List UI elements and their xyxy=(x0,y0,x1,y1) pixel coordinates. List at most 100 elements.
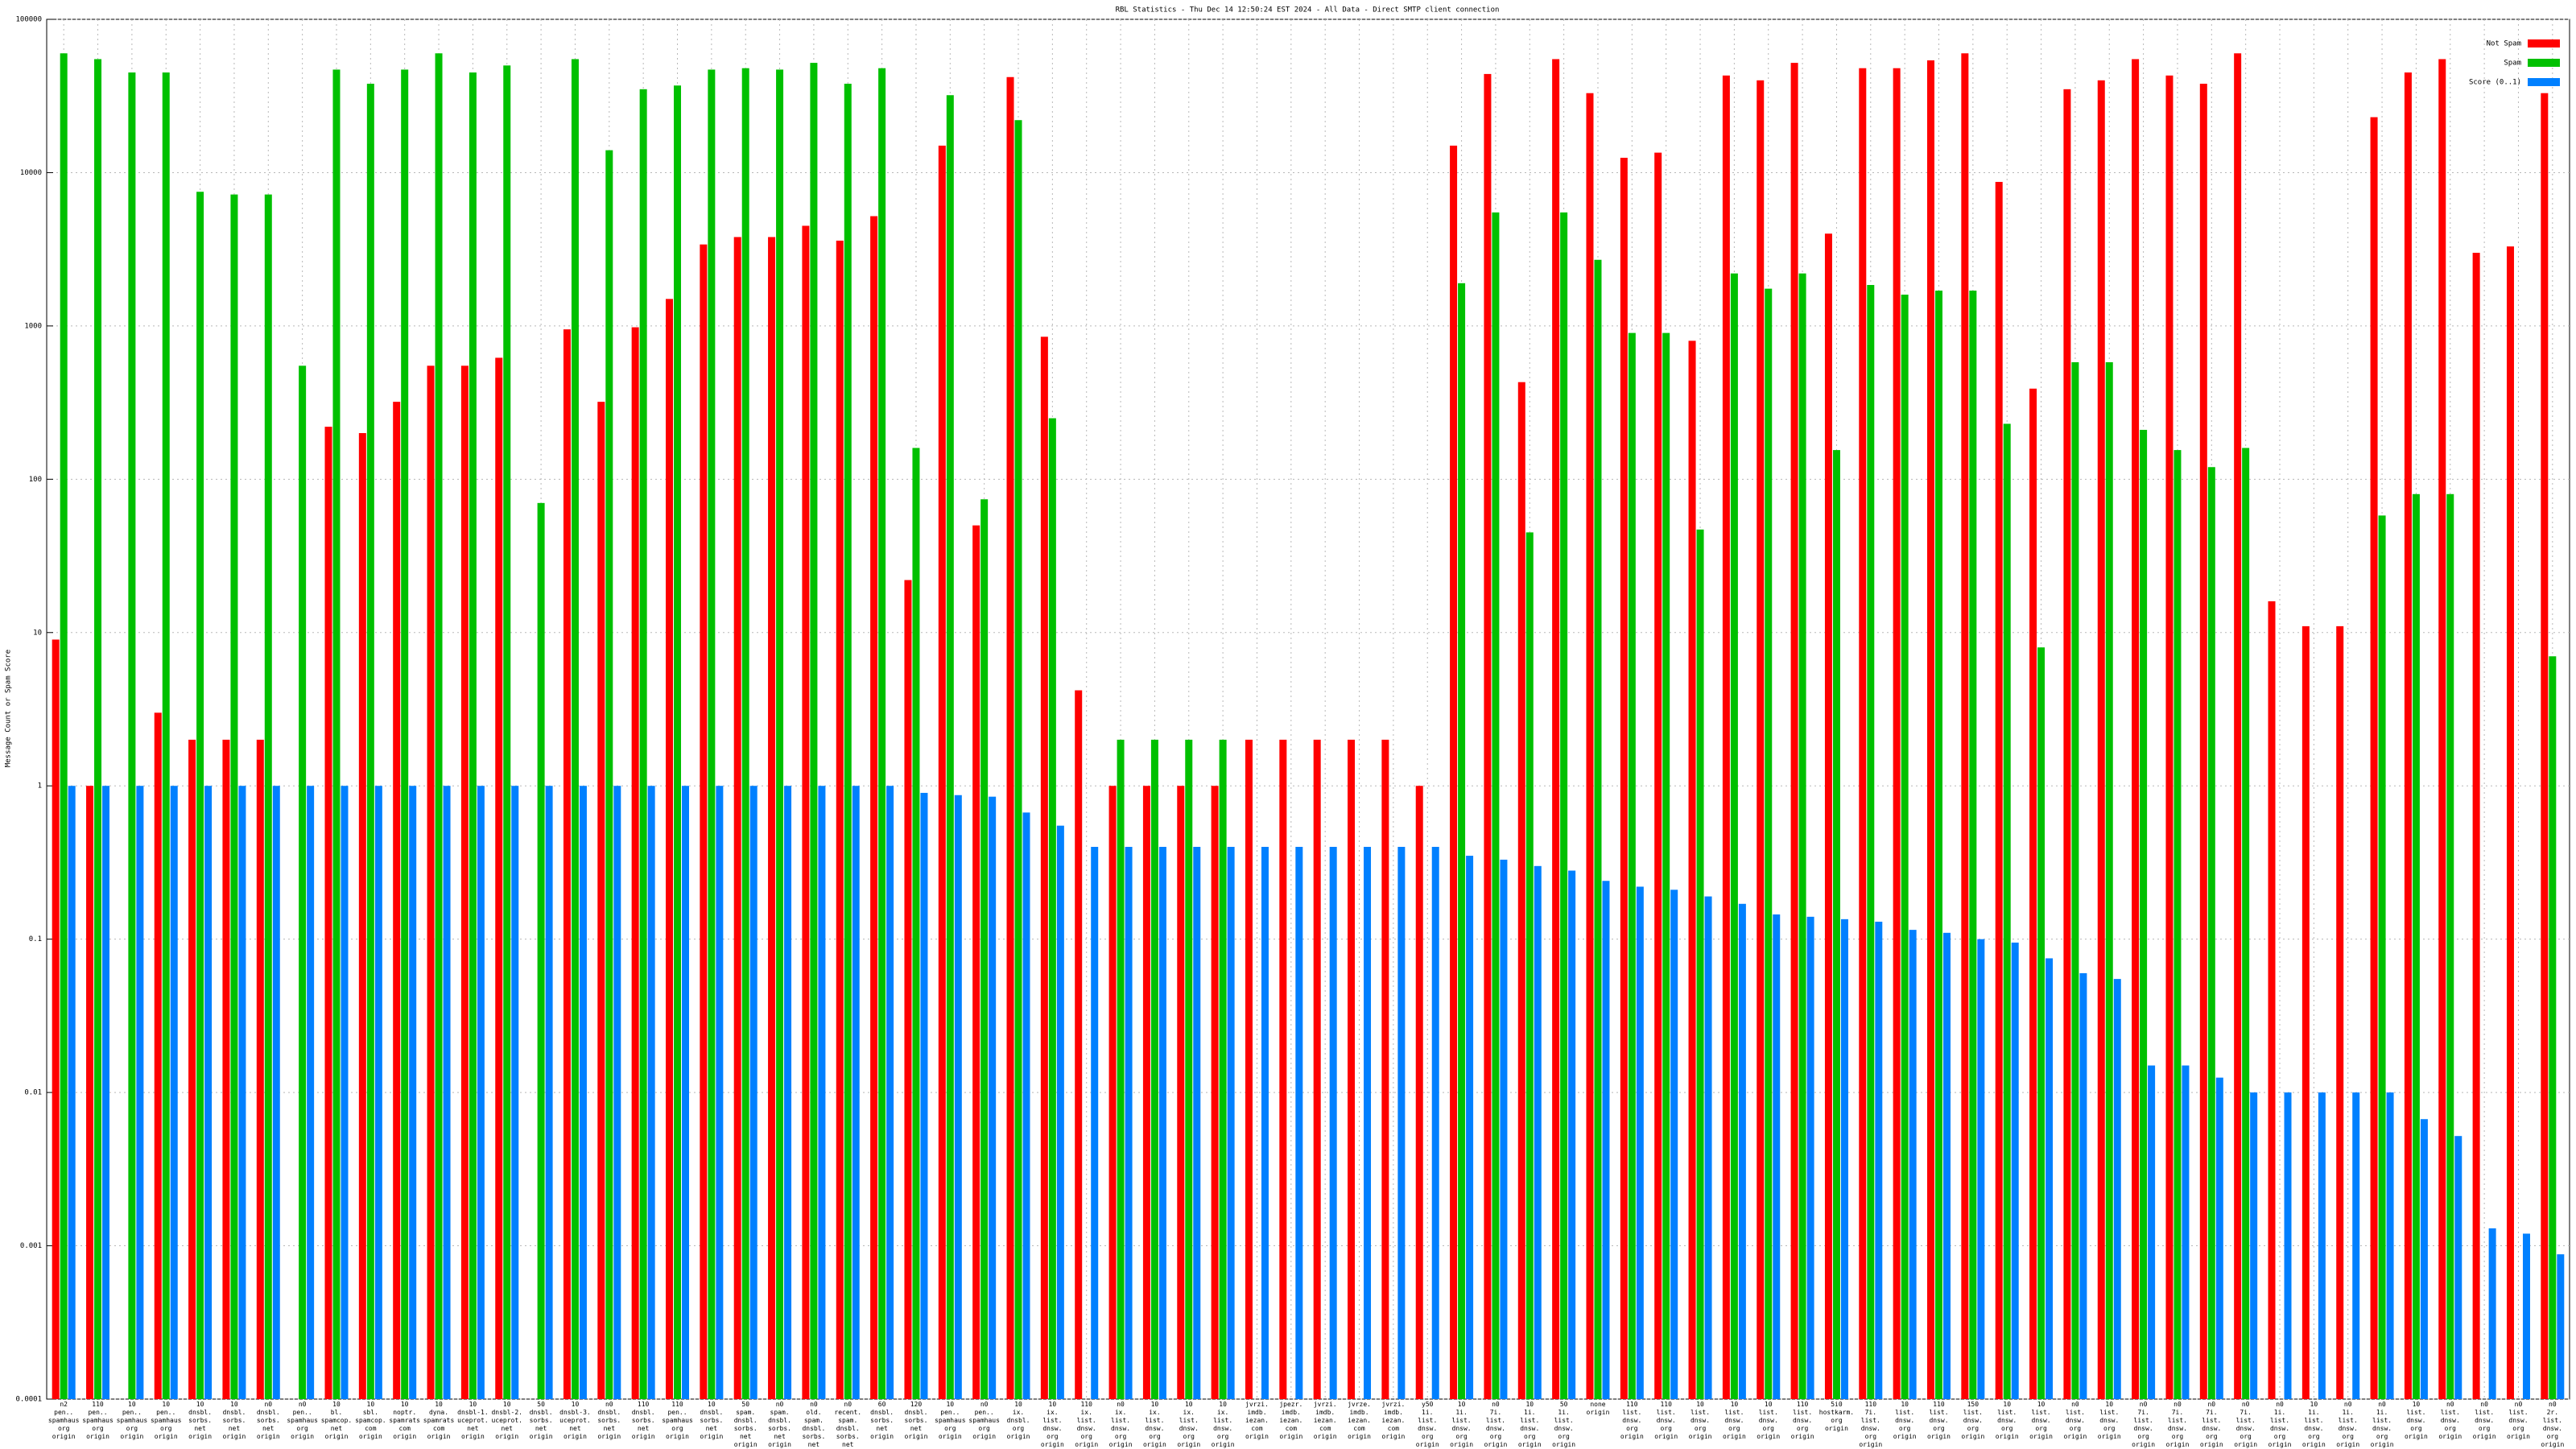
x-tick-label-line: net xyxy=(910,1425,923,1432)
x-tick-label-line: sorbs. xyxy=(905,1417,928,1424)
x-tick-label-line: 10 xyxy=(435,1401,443,1408)
x-tick-label-line: origin xyxy=(52,1433,76,1440)
bar xyxy=(2132,59,2140,1399)
x-tick-label-line: origin xyxy=(1109,1441,1133,1448)
x-tick-label-line: dnsw. xyxy=(1929,1417,1948,1424)
x-tick-label-line: origin xyxy=(1961,1433,1984,1440)
bar xyxy=(204,786,213,1399)
x-tick-label-line: org xyxy=(2103,1425,2116,1432)
x-tick-label-line: ix. xyxy=(1115,1409,1126,1416)
x-tick-label-line: dnsw. xyxy=(2406,1417,2425,1424)
x-tick-label-line: origin xyxy=(1007,1433,1030,1440)
bar xyxy=(324,427,332,1399)
x-tick-label-line: 10 xyxy=(128,1401,136,1408)
x-tick-label: n0 7i. list. dnsw. org origin xyxy=(1484,1401,1507,1448)
x-tick-label: 10 list. dnsw. org origin xyxy=(1893,1401,1917,1440)
x-tick-label-line: origin xyxy=(1723,1433,1746,1440)
bar xyxy=(1056,825,1064,1399)
x-tick-label-line: recent. xyxy=(834,1409,861,1416)
x-tick-label-line: origin xyxy=(427,1433,451,1440)
x-tick-label-line: net xyxy=(842,1441,854,1448)
x-tick-label-line: origin xyxy=(2029,1433,2053,1440)
y-tick-label: 100 xyxy=(29,476,42,484)
bar xyxy=(2165,75,2174,1399)
bar xyxy=(2234,53,2242,1399)
x-tick-label-line: net xyxy=(194,1425,206,1432)
bar xyxy=(1867,285,1875,1399)
x-tick-label-line: n0 xyxy=(776,1401,784,1408)
x-tick-label: 110 7i. list. dnsw. org origin xyxy=(1859,1401,1882,1448)
bar xyxy=(136,786,144,1399)
x-tick-label-line: n0 xyxy=(810,1401,818,1408)
bar xyxy=(1261,847,1269,1399)
bar xyxy=(427,365,435,1400)
bar xyxy=(716,786,724,1399)
x-tick-label-line: org xyxy=(978,1425,990,1432)
x-tick-label-line: dnsbl. xyxy=(802,1425,825,1432)
x-tick-label-line: org xyxy=(2376,1433,2388,1440)
x-tick-label: 10 dnsbl-2. uceprot. net origin xyxy=(491,1401,522,1440)
bar xyxy=(1450,145,1458,1400)
x-tick-label-line: com xyxy=(433,1425,445,1432)
x-tick-label-line: net xyxy=(535,1425,547,1432)
x-tick-label-line: dnsw. xyxy=(1997,1417,2017,1424)
bar xyxy=(1773,914,1781,1399)
x-tick-label-line: origin xyxy=(86,1433,109,1440)
x-tick-label-line: imdb. xyxy=(1349,1409,1368,1416)
x-tick-label-line: dnsw. xyxy=(1759,1417,1778,1424)
y-tick-label: 1 xyxy=(38,782,42,791)
x-tick-label-line: 110 xyxy=(1797,1401,1809,1408)
bar xyxy=(1757,80,1765,1400)
x-tick-label-line: none xyxy=(1590,1401,1605,1408)
bar xyxy=(374,786,382,1399)
bar xyxy=(1995,181,2003,1400)
x-tick-label-line: org xyxy=(92,1425,104,1432)
x-tick-label-line: com xyxy=(1286,1425,1298,1432)
x-tick-label: none origin xyxy=(1587,1401,1610,1416)
bar xyxy=(1517,382,1525,1400)
x-tick-label-line: origin xyxy=(530,1433,553,1440)
x-tick-label-line: sorbs. xyxy=(836,1433,860,1440)
x-tick-label-line: 1i. xyxy=(1422,1409,1433,1416)
bar xyxy=(477,786,485,1399)
x-tick-label-line: spamrats xyxy=(389,1417,420,1424)
x-tick-label-line: sorbs. xyxy=(257,1417,280,1424)
x-tick-label: jvrzi. imdb. iezan. com origin xyxy=(1381,1401,1405,1440)
x-tick-label-line: n0 xyxy=(2549,1401,2557,1408)
x-tick-label: 150 list. dnsw. org origin xyxy=(1961,1401,1984,1440)
x-tick-label-line: origin xyxy=(325,1433,349,1440)
x-tick-label: n0 ix. list. dnsw. org origin xyxy=(1109,1401,1133,1448)
x-tick-label-line: 7i. xyxy=(2137,1409,2149,1416)
bar xyxy=(1158,847,1166,1399)
x-tick-label-line: 1i. xyxy=(1524,1409,1535,1416)
x-tick-label-line: iezan. xyxy=(1279,1417,1302,1424)
x-tick-label-line: origin xyxy=(1484,1441,1507,1448)
x-tick-label-line: n0 xyxy=(1117,1401,1125,1408)
x-tick-label-line: list. xyxy=(1042,1417,1062,1424)
bar xyxy=(230,194,238,1399)
bar xyxy=(1500,859,1508,1399)
x-tick-label: 10 list. dnsw. org origin xyxy=(1757,1401,1780,1440)
x-tick-label-line: origin xyxy=(700,1433,723,1440)
x-tick-label-line: 10 xyxy=(230,1401,238,1408)
x-tick-label: n0 list. dnsw. org origin xyxy=(2438,1401,2462,1440)
x-tick-label-line: dnsbl. xyxy=(530,1409,553,1416)
x-tick-label-line: 10 xyxy=(1185,1401,1193,1408)
bar xyxy=(358,433,366,1399)
x-tick-label-line: list. xyxy=(1997,1409,2017,1416)
bar xyxy=(1525,532,1534,1399)
x-tick-label-line: n0 xyxy=(2515,1401,2523,1408)
bar xyxy=(1620,157,1628,1399)
x-tick-label-line: 1i. xyxy=(2376,1409,2388,1416)
x-tick-label: n0 7i. list. dnsw. org origin xyxy=(2234,1401,2257,1448)
x-tick-label-line: org xyxy=(1455,1433,1468,1440)
x-tick-label: 10 dnsbl-1. uceprot. net origin xyxy=(457,1401,489,1440)
x-tick-label-line: spamhaus xyxy=(968,1417,1000,1424)
x-tick-label: n0 pen.. spamhaus org origin xyxy=(287,1401,318,1440)
x-tick-label-line: list. xyxy=(2372,1417,2392,1424)
x-tick-label: jvrze. imdb. iezan. com origin xyxy=(1348,1401,1371,1440)
x-tick-label-line: dnsw. xyxy=(2134,1425,2153,1432)
bar xyxy=(2420,1119,2428,1399)
